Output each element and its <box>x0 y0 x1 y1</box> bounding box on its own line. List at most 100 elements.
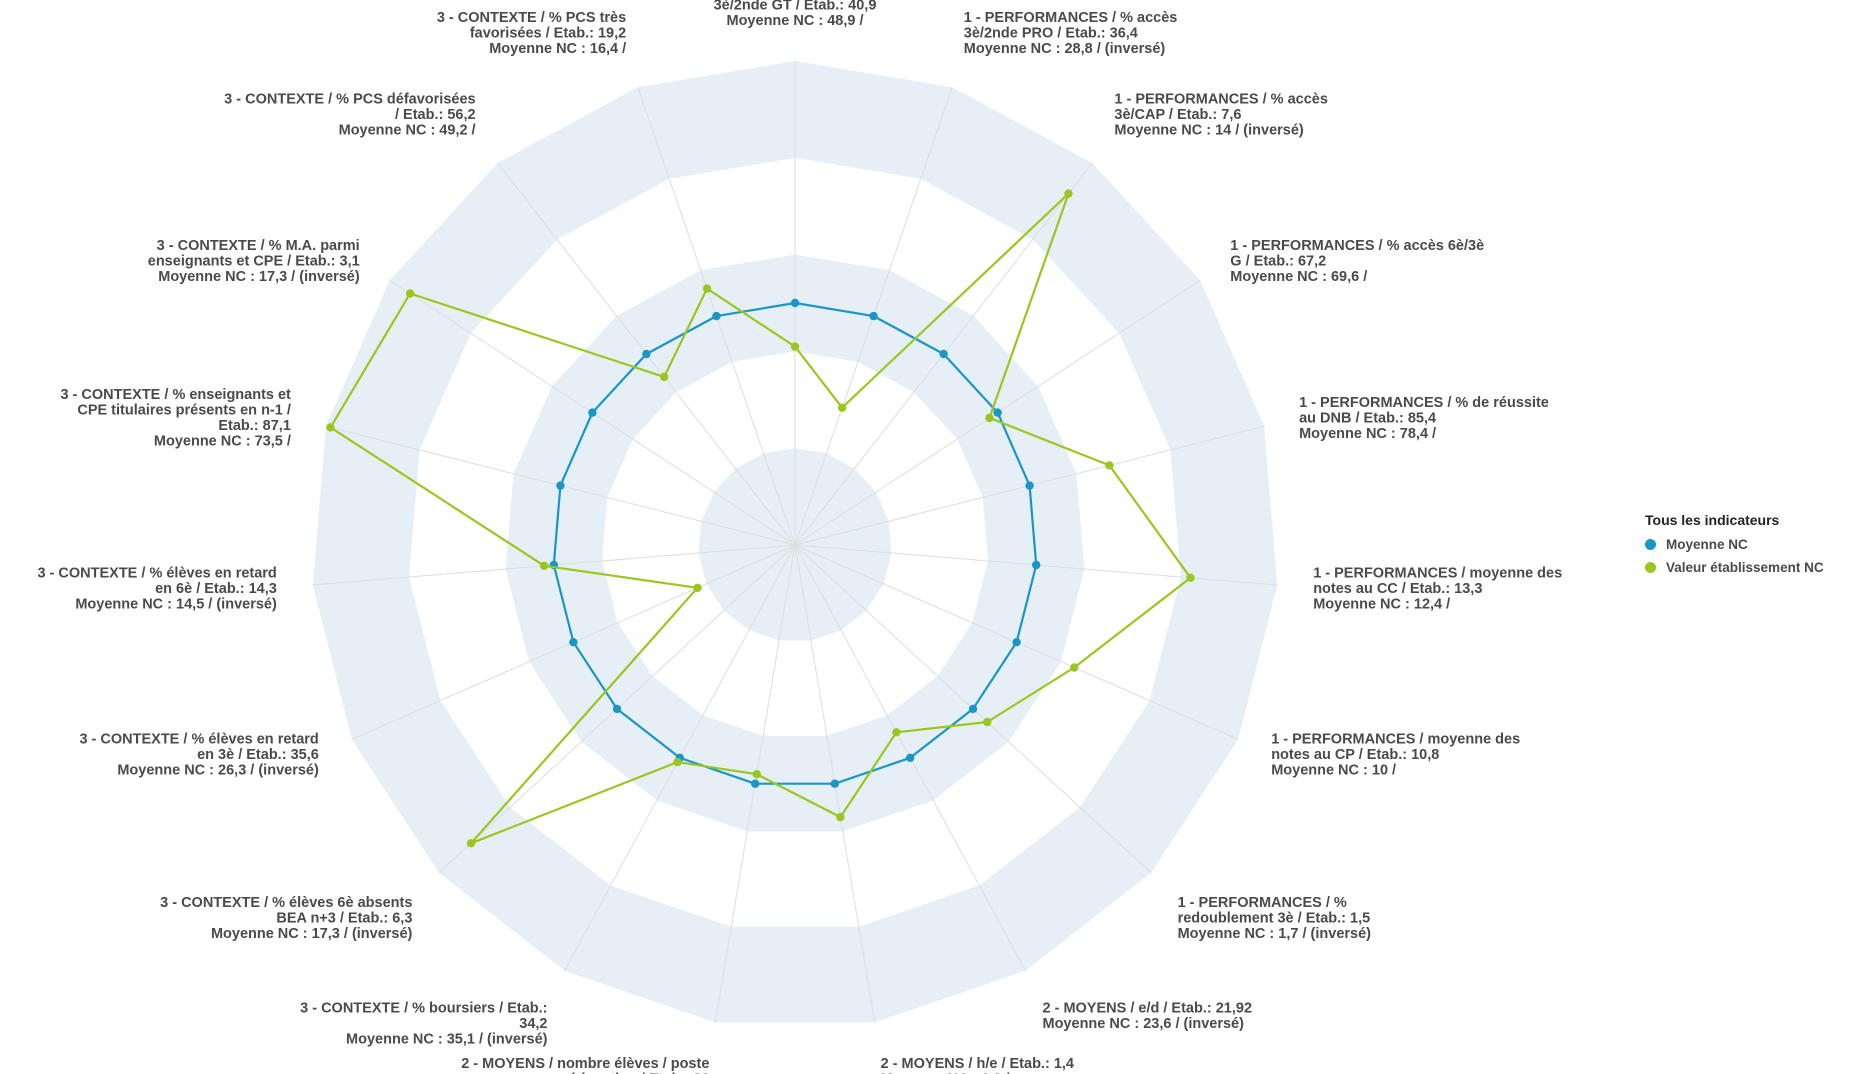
axis-label-line: Moyenne NC : 1,3 / <box>881 1071 1010 1074</box>
axis-label-line: 1 - PERFORMANCES / % accès 6è/3è <box>1230 238 1484 254</box>
axis-label-line: Moyenne NC : 28,8 / (inversé) <box>964 41 1166 57</box>
data-point-1-12[interactable] <box>466 839 476 848</box>
axis-label-line: 2 - MOYENS / h/e / Etab.: 1,4 <box>881 1056 1074 1072</box>
legend-marker-valeur-etablissement <box>1645 562 1656 573</box>
data-point-0-6[interactable] <box>1012 638 1021 647</box>
axis-label-line: notes au CP / Etab.: 10,8 <box>1271 747 1439 763</box>
data-point-0-17[interactable] <box>642 349 651 359</box>
axis-label-line: Moyenne NC : 26,3 / (inversé) <box>117 762 319 778</box>
axis-label-line: en 3è / Etab.: 35,6 <box>197 747 319 763</box>
data-point-1-7[interactable] <box>983 717 992 727</box>
data-point-1-3[interactable] <box>985 413 994 423</box>
axis-label-line: 1 - PERFORMANCES / % de réussite <box>1299 395 1549 411</box>
axis-label-line: 3 - CONTEXTE / % élèves 6è absents <box>160 895 412 911</box>
data-point-0-1[interactable] <box>869 311 878 321</box>
axis-labels: 1 - PERFORMANCES / % accès 3è/2nde GT / E… <box>37 0 1562 1074</box>
axis-label-line: CPE titulaires présents en n-1 / <box>77 403 291 419</box>
axis-label-line: Moyenne NC : 1,7 / (inversé) <box>1178 926 1372 942</box>
data-point-0-9[interactable] <box>830 779 839 788</box>
axis-label-line: 1 - PERFORMANCES / moyenne des <box>1313 565 1562 581</box>
axis-label-line: en 6è / Etab.: 14,3 <box>155 581 277 597</box>
chart-legend: Tous les indicateurs Moyenne NC Valeur é… <box>1645 512 1824 583</box>
data-point-1-9[interactable] <box>836 812 845 822</box>
axis-label-5: 1 - PERFORMANCES / moyenne des notes au C… <box>1313 565 1562 612</box>
axis-label-line: Moyenne NC : 49,2 / <box>339 123 476 139</box>
data-point-1-15[interactable] <box>326 423 335 432</box>
data-point-1-13[interactable] <box>693 583 702 592</box>
data-point-0-12[interactable] <box>612 704 622 714</box>
data-point-1-6[interactable] <box>1070 663 1079 672</box>
axis-label-line: / Etab.: 56,2 <box>395 107 476 123</box>
axis-label-15: 3 - CONTEXTE / % enseignants et CPE titul… <box>60 387 291 450</box>
axis-label-line: 2 - MOYENS / e/d / Etab.: 21,92 <box>1043 1000 1253 1016</box>
series-1 <box>326 189 1195 848</box>
legend-item-moyenne-nc[interactable]: Moyenne NC <box>1645 537 1824 552</box>
axis-label-line: Moyenne NC : 14 / (inversé) <box>1114 123 1304 139</box>
axis-label-4: 1 - PERFORMANCES / % de réussite au DNB /… <box>1299 395 1549 442</box>
data-point-0-2[interactable] <box>939 349 948 359</box>
axis-label-line: Moyenne NC : 69,6 / <box>1230 269 1367 285</box>
series-line-0 <box>552 301 1038 785</box>
legend-item-valeur-etablissement[interactable]: Valeur établissement NC <box>1645 560 1824 575</box>
data-point-0-3[interactable] <box>993 408 1002 417</box>
axis-label-14: 3 - CONTEXTE / % élèves en retard en 6è /… <box>37 565 277 612</box>
axis-label-line: Moyenne NC : 17,3 / (inversé) <box>211 926 413 942</box>
data-point-1-8[interactable] <box>892 728 901 737</box>
axis-label-line: 1 - PERFORMANCES / % <box>1178 895 1347 911</box>
axis-label-line: 1 - PERFORMANCES / moyenne des <box>1271 731 1520 747</box>
legend-label-valeur-etablissement: Valeur établissement NC <box>1666 560 1824 575</box>
axis-label-3: 1 - PERFORMANCES / % accès 6è/3è G / Etab… <box>1230 238 1484 285</box>
data-point-0-4[interactable] <box>1025 481 1034 490</box>
axis-label-line: Moyenne NC : 78,4 / <box>1299 426 1436 442</box>
data-point-0-0[interactable] <box>790 298 800 308</box>
data-point-1-4[interactable] <box>1105 461 1114 470</box>
data-point-0-15[interactable] <box>556 481 565 490</box>
series-0 <box>549 298 1041 788</box>
axis-label-line: 2 - MOYENS / nombre élèves / poste <box>461 1056 709 1072</box>
radar-series <box>326 189 1195 848</box>
axis-label-line: Etab.: 87,1 <box>218 418 291 434</box>
axis-label-line: Moyenne NC : 23,6 / (inversé) <box>1043 1016 1245 1032</box>
axis-label-line: 3 - CONTEXTE / % M.A. parmi <box>157 238 360 254</box>
axis-label-10: 2 - MOYENS / nombre élèves / posteéducat… <box>461 1056 709 1074</box>
data-point-0-8[interactable] <box>906 753 915 762</box>
axis-label-line: 3 - CONTEXTE / % élèves en retard <box>37 565 276 581</box>
data-point-1-1[interactable] <box>837 403 847 412</box>
legend-marker-moyenne-nc <box>1645 539 1656 550</box>
data-point-1-0[interactable] <box>790 342 800 351</box>
data-point-1-14[interactable] <box>540 561 549 570</box>
axis-label-12: 3 - CONTEXTE / % élèves 6è absents BEA n+… <box>160 895 412 942</box>
axis-label-line: notes au CC / Etab.: 13,3 <box>1313 581 1482 597</box>
axis-label-line: Moyenne NC : 35,1 / (inversé) <box>346 1031 548 1047</box>
data-point-1-17[interactable] <box>660 372 669 382</box>
axis-label-line: Moyenne NC : 14,5 / (inversé) <box>75 596 277 612</box>
axis-label-line: G / Etab.: 67,2 <box>1230 254 1326 270</box>
data-point-1-10[interactable] <box>752 770 761 779</box>
axis-label-line: 3 - CONTEXTE / % boursiers / Etab.: <box>300 1000 547 1016</box>
data-point-0-7[interactable] <box>968 704 978 714</box>
data-point-1-2[interactable] <box>1064 189 1073 198</box>
data-point-1-11[interactable] <box>673 757 682 767</box>
data-point-1-5[interactable] <box>1186 573 1195 582</box>
axis-label-line: 34,2 <box>519 1016 547 1032</box>
data-point-0-13[interactable] <box>569 638 578 647</box>
axis-label-line: Moyenne NC : 48,9 / <box>727 13 864 29</box>
axis-label-line: 3 - CONTEXTE / % élèves en retard <box>79 731 318 747</box>
axis-label-line: Moyenne NC : 10 / <box>1271 762 1396 778</box>
axis-label-6: 1 - PERFORMANCES / moyenne des notes au C… <box>1271 731 1520 778</box>
legend-label-moyenne-nc: Moyenne NC <box>1666 537 1748 552</box>
data-point-1-16[interactable] <box>405 289 415 298</box>
axis-label-line: Moyenne NC : 12,4 / <box>1313 596 1450 612</box>
data-point-0-16[interactable] <box>588 408 597 417</box>
axis-label-line: favorisées / Etab.: 19,2 <box>470 26 626 42</box>
data-point-1-18[interactable] <box>702 284 712 293</box>
axis-label-line: redoublement 3è / Etab.: 1,5 <box>1178 911 1371 927</box>
data-point-0-10[interactable] <box>751 779 760 788</box>
axis-label-2: 1 - PERFORMANCES / % accès 3è/CAP / Etab.… <box>1114 92 1328 139</box>
data-point-0-5[interactable] <box>1032 560 1041 570</box>
axis-label-13: 3 - CONTEXTE / % élèves en retard en 3è /… <box>79 731 319 778</box>
data-point-0-18[interactable] <box>712 311 721 321</box>
